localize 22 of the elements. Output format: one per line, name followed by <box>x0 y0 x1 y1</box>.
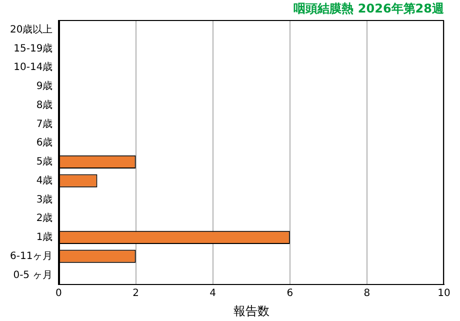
x-tick-label: 6 <box>286 288 294 300</box>
y-tick-label: 15-19歳 <box>14 42 53 54</box>
y-tick-label: 20歳以上 <box>10 23 53 36</box>
y-tick-label: 7歳 <box>36 118 53 130</box>
y-tick-label: 5歳 <box>36 156 53 168</box>
y-tick-label: 0-5 ヶ月 <box>13 270 53 281</box>
y-tick-label: 3歳 <box>36 193 53 206</box>
x-axis-title: 報告数 <box>233 304 270 318</box>
x-tick-label: 4 <box>210 288 216 300</box>
chart-title: 咽頭結膜熱 2026年第28週 <box>294 1 445 16</box>
y-tick-label: 8歳 <box>36 98 53 111</box>
y-tick-label: 9歳 <box>36 80 53 92</box>
x-tick-label: 0 <box>56 288 62 300</box>
y-tick-label: 2歳 <box>36 212 53 224</box>
x-tick-label: 2 <box>132 288 139 300</box>
y-tick-label: 10-14歳 <box>14 61 53 74</box>
y-tick-label: 4歳 <box>36 174 53 186</box>
y-tick-label: 1歳 <box>36 231 53 244</box>
y-tick-label: 6-11ヶ月 <box>10 250 53 262</box>
x-tick-label: 8 <box>364 288 370 300</box>
y-tick-label: 6歳 <box>36 136 53 149</box>
x-tick-label: 10 <box>438 288 450 300</box>
